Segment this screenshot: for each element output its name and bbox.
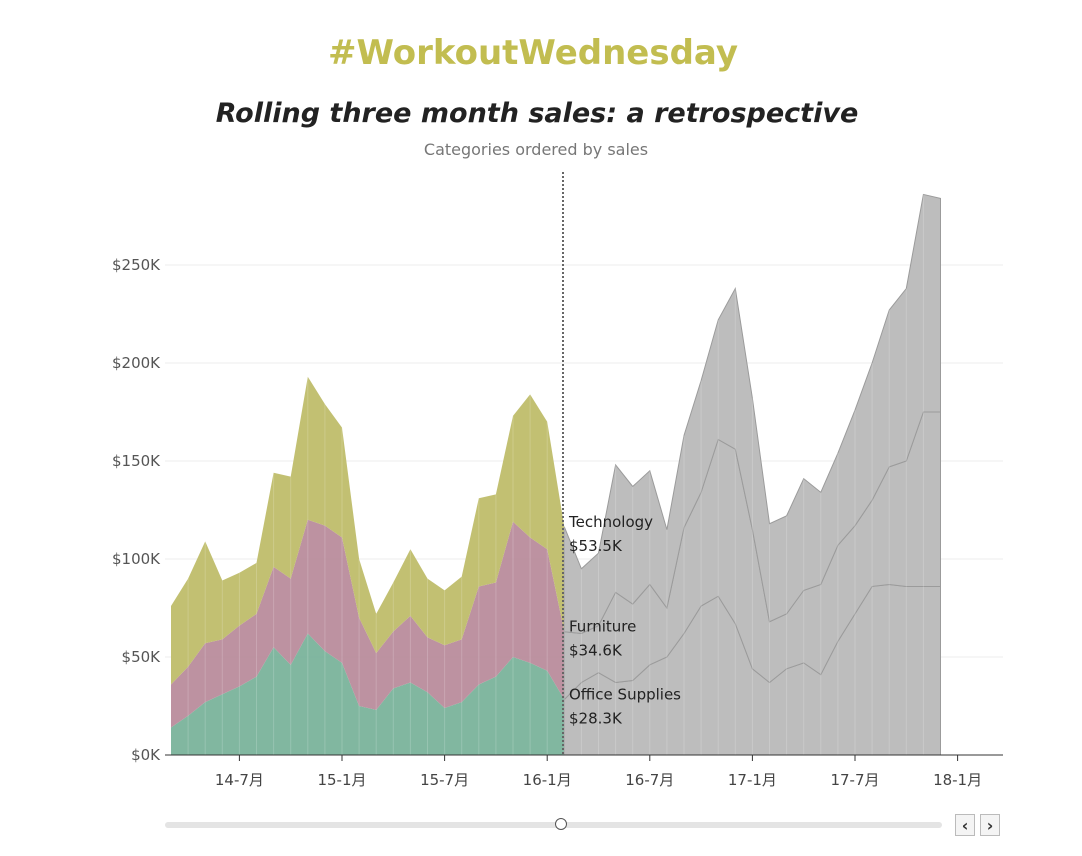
chart-title: Rolling three month sales: a retrospecti… bbox=[215, 98, 859, 129]
series-annotations: Technology $53.5K Furniture $34.6K Office Su… bbox=[568, 513, 681, 728]
annotation-office-supplies-value: $28.3K bbox=[569, 710, 623, 728]
date-slider-thumb[interactable] bbox=[555, 818, 568, 830]
annotation-furniture-name: Furniture bbox=[569, 618, 636, 636]
area-technology-past[interactable] bbox=[171, 376, 565, 685]
chart-subtitle: Categories ordered by sales bbox=[423, 140, 649, 159]
y-tick-label: $50K bbox=[122, 648, 162, 666]
y-tick-label: $100K bbox=[112, 550, 161, 568]
annotation-furniture-value: $34.6K bbox=[569, 642, 623, 660]
area-office-supplies-past[interactable] bbox=[171, 633, 565, 755]
x-tick-label: 15-7月 bbox=[420, 771, 469, 789]
x-tick-label: 16-7月 bbox=[625, 771, 674, 789]
x-tick-label: 18-1月 bbox=[933, 771, 982, 789]
date-slider-track[interactable] bbox=[165, 822, 942, 828]
x-tick-label: 16-1月 bbox=[523, 771, 572, 789]
area-technology-future[interactable] bbox=[563, 193, 941, 634]
hashtag-title: #WorkoutWednesday bbox=[327, 33, 738, 73]
x-tick-label: 14-7月 bbox=[215, 771, 264, 789]
x-tick-label: 17-1月 bbox=[728, 771, 777, 789]
annotation-technology-name: Technology bbox=[568, 513, 653, 531]
next-button[interactable]: › bbox=[980, 814, 1000, 836]
area-furniture-past[interactable] bbox=[171, 519, 565, 728]
annotation-office-supplies-name: Office Supplies bbox=[569, 686, 681, 704]
y-tick-label: $150K bbox=[112, 452, 161, 470]
y-tick-label: $250K bbox=[112, 256, 161, 274]
stacked-areas[interactable] bbox=[171, 193, 941, 756]
x-tick-label: 15-1月 bbox=[317, 771, 366, 789]
annotation-technology-value: $53.5K bbox=[569, 537, 623, 555]
previous-button[interactable]: ‹ bbox=[955, 814, 975, 836]
y-axis: $0K $50K $100K $150K $200K $250K bbox=[112, 256, 1003, 764]
x-axis: 14-7月 15-1月 15-7月 16-1月 16-7月 17-1月 17-7月 18-1月 bbox=[215, 755, 982, 789]
y-tick-label: $0K bbox=[131, 746, 161, 764]
x-tick-label: 17-7月 bbox=[830, 771, 879, 789]
y-tick-label: $200K bbox=[112, 354, 161, 372]
